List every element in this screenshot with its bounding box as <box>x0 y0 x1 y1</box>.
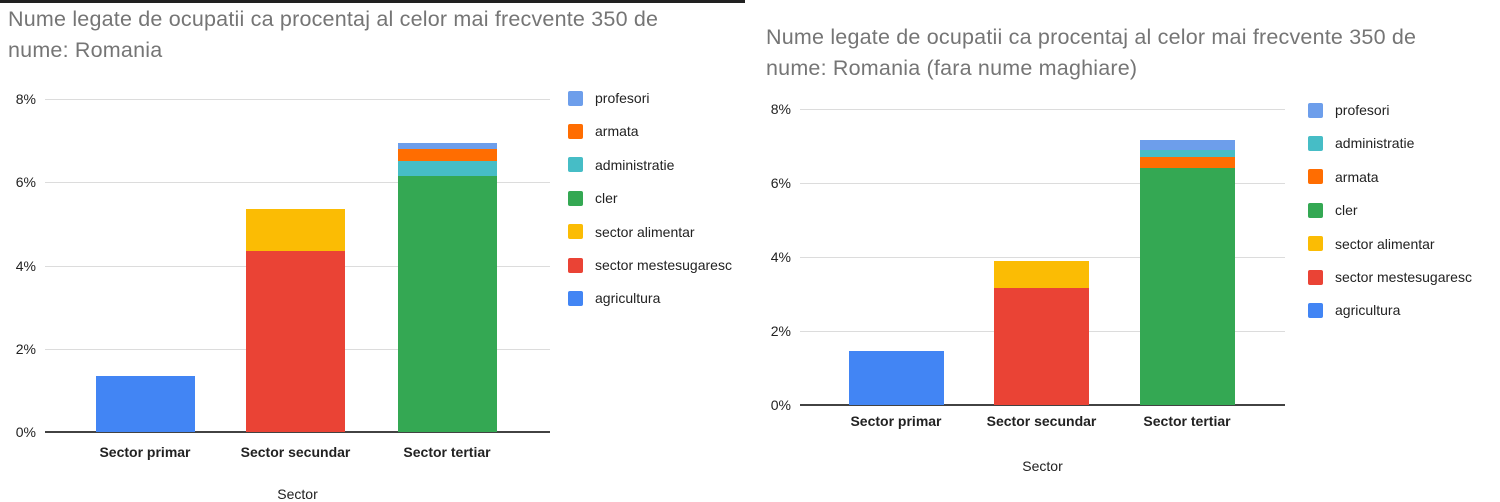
legend-label-armata: armata <box>1335 168 1379 185</box>
legend-item-administratie[interactable]: administratie <box>568 157 674 173</box>
legend-swatch-agricultura <box>568 290 583 306</box>
category-label-sector-tertiar: Sector tertiar <box>1143 413 1231 429</box>
y-tick-label-2%: 2% <box>770 323 791 339</box>
legend-label-agricultura: agricultura <box>595 290 661 307</box>
legend-swatch-cler <box>1308 202 1323 218</box>
category-label-sector-tertiar: Sector tertiar <box>403 444 491 460</box>
legend-label-sector-mestesugaresc: sector mestesugaresc <box>595 257 732 273</box>
y-tick-label-4%: 4% <box>770 249 791 265</box>
y-tick-label-8%: 8% <box>15 91 36 107</box>
legend-item-sector-alimentar[interactable]: sector alimentar <box>1308 236 1435 252</box>
legend-item-armata[interactable]: armata <box>568 123 639 139</box>
y-tick-label-6%: 6% <box>770 175 791 191</box>
legend-label-cler: cler <box>1335 202 1358 219</box>
y-tick-label-2%: 2% <box>15 340 36 357</box>
bar-segment-profesori-sector-tertiar[interactable] <box>397 142 497 149</box>
legend-swatch-armata <box>1308 169 1323 185</box>
legend-label-cler: cler <box>595 190 618 207</box>
legend-swatch-sector-mestesugaresc <box>1308 269 1323 285</box>
legend-item-agricultura[interactable]: agricultura <box>568 290 660 306</box>
category-label-sector-primar: Sector primar <box>99 444 191 460</box>
y-tick-label-4%: 4% <box>15 257 36 274</box>
legend-swatch-sector-mestesugaresc <box>568 257 583 273</box>
legend-swatch-sector-alimentar <box>1308 236 1323 252</box>
bar-segment-armata-sector-tertiar[interactable] <box>1139 157 1235 169</box>
legend-swatch-sector-alimentar <box>568 224 583 240</box>
bar-segment-administratie-sector-tertiar[interactable] <box>1139 149 1235 158</box>
legend-label-administratie: administratie <box>595 156 675 173</box>
legend-item-profesori[interactable]: profesori <box>568 90 649 106</box>
legend-swatch-armata <box>568 123 583 139</box>
bar-segment-armata-sector-tertiar[interactable] <box>397 148 497 162</box>
legend-label-sector-mestesugaresc: sector mestesugaresc <box>1335 269 1472 285</box>
chart-top-border <box>0 0 745 3</box>
legend-item-sector-mestesugaresc[interactable]: sector mestesugaresc <box>568 257 732 273</box>
legend-swatch-administratie <box>1308 135 1323 151</box>
y-tick-label-8%: 8% <box>770 101 791 117</box>
legend-item-cler[interactable]: cler <box>1308 202 1358 218</box>
legend-swatch-cler <box>568 190 583 206</box>
y-tick-label-6%: 6% <box>15 174 36 191</box>
legend-label-profesori: profesori <box>1335 102 1390 118</box>
legend-label-administratie: administratie <box>1335 135 1415 152</box>
legend-label-agricultura: agricultura <box>1335 302 1401 319</box>
gridline-8% <box>45 99 550 100</box>
legend-swatch-profesori <box>568 90 583 106</box>
chart-title: Nume legate de ocupatii ca procentaj al … <box>766 25 1417 80</box>
legend-label-armata: armata <box>595 123 639 140</box>
category-label-sector-secundar: Sector secundar <box>240 444 351 460</box>
legend-label-sector-alimentar: sector alimentar <box>595 223 695 240</box>
legend-item-armata[interactable]: armata <box>1308 169 1379 185</box>
bar-segment-cler-sector-tertiar[interactable] <box>1139 168 1235 405</box>
legend-swatch-agricultura <box>1308 302 1323 318</box>
bar-segment-sector-alimentar-sector-secundar[interactable] <box>994 260 1089 289</box>
bar-segment-sector-mestesugaresc-sector-secundar[interactable] <box>994 288 1089 405</box>
bar-segment-administratie-sector-tertiar[interactable] <box>397 161 497 176</box>
bar-segment-sector-alimentar-sector-secundar[interactable] <box>246 209 345 251</box>
bar-segment-cler-sector-tertiar[interactable] <box>397 176 497 432</box>
category-label-sector-primar: Sector primar <box>850 413 942 429</box>
chart-romania-fara-maghiare: Nume legate de ocupatii ca procentaj al … <box>750 0 1500 500</box>
gridline-6% <box>800 183 1285 184</box>
bar-segment-agricultura-sector-primar[interactable] <box>95 375 195 432</box>
y-tick-label-0%: 0% <box>15 424 36 440</box>
category-label-sector-secundar: Sector secundar <box>986 413 1097 429</box>
gridline-8% <box>800 109 1285 110</box>
chart-romania: Nume legate de ocupatii ca procentaj al … <box>0 0 750 502</box>
x-axis-title: Sector <box>1022 458 1063 474</box>
legend-item-sector-alimentar[interactable]: sector alimentar <box>568 224 695 240</box>
chart-title: Nume legate de ocupatii ca procentaj al … <box>8 7 659 62</box>
legend-swatch-profesori <box>1308 102 1323 118</box>
bar-segment-agricultura-sector-primar[interactable] <box>848 351 944 405</box>
legend-item-sector-mestesugaresc[interactable]: sector mestesugaresc <box>1308 269 1472 285</box>
gridline-6% <box>45 182 550 184</box>
legend-item-profesori[interactable]: profesori <box>1308 102 1389 118</box>
legend-swatch-administratie <box>568 157 583 173</box>
bar-segment-sector-mestesugaresc-sector-secundar[interactable] <box>246 250 345 432</box>
x-axis-line <box>45 431 550 433</box>
bar-segment-profesori-sector-tertiar[interactable] <box>1139 140 1235 150</box>
legend-item-administratie[interactable]: administratie <box>1308 135 1414 151</box>
gridline-4% <box>800 257 1285 258</box>
x-axis-line <box>800 404 1285 406</box>
legend-item-cler[interactable]: cler <box>568 190 618 206</box>
legend-label-sector-alimentar: sector alimentar <box>1335 235 1435 252</box>
y-tick-label-0%: 0% <box>770 397 791 413</box>
x-axis-title: Sector <box>277 486 318 502</box>
legend-item-agricultura[interactable]: agricultura <box>1308 302 1400 318</box>
legend-label-profesori: profesori <box>595 90 650 106</box>
